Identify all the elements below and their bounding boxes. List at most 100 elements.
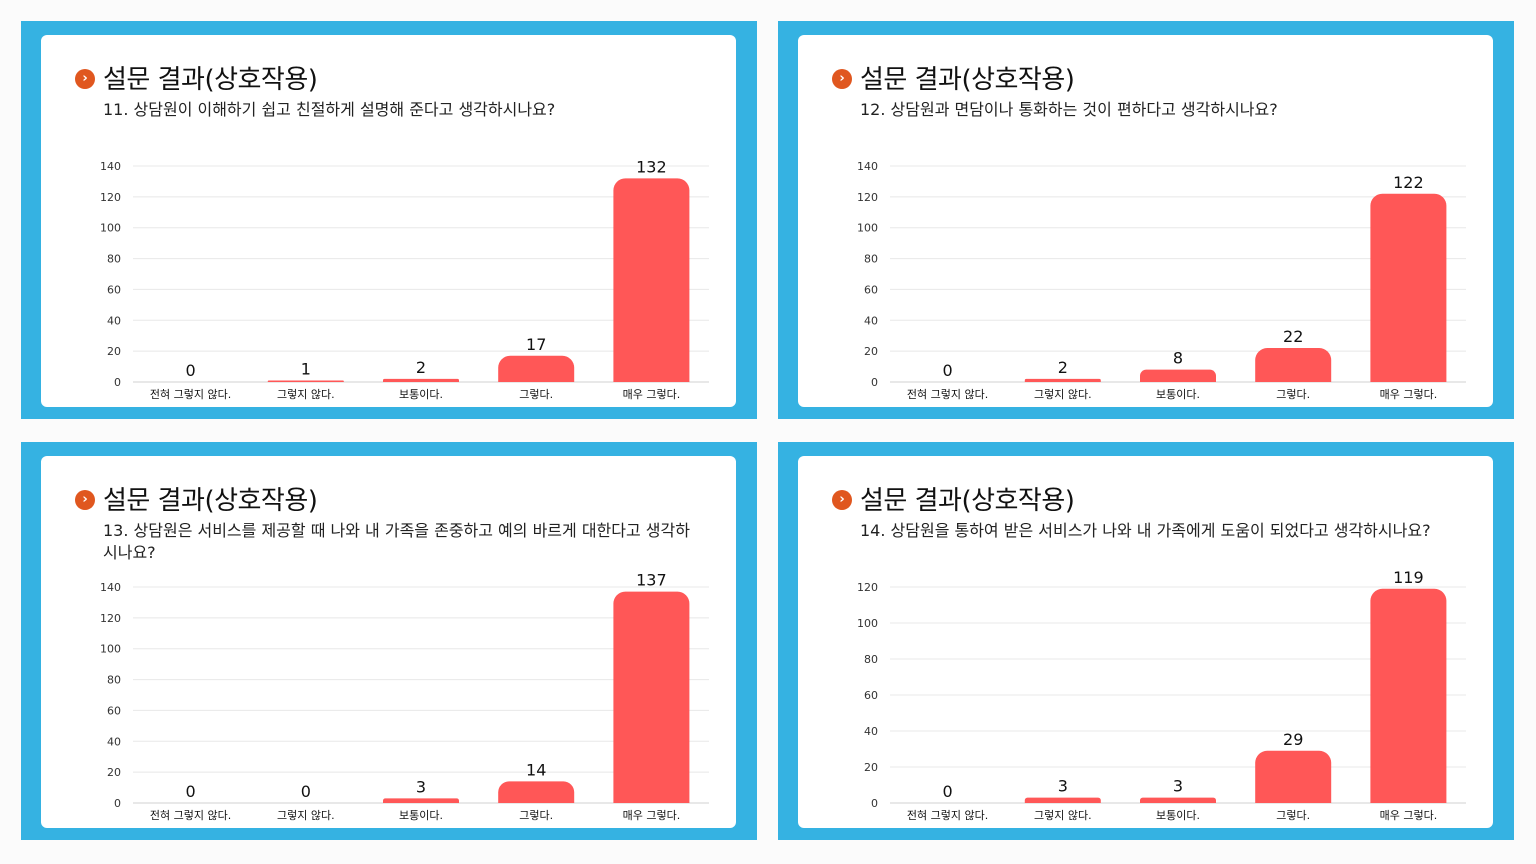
data-label: 17 bbox=[526, 335, 546, 354]
bar-chart: 0 20 40 60 80 100 120 0 전혀 그렇지 않다. 3 그렇지 않다. 3 보통이다.… bbox=[857, 568, 1466, 822]
y-tick-label: 80 bbox=[107, 674, 121, 687]
y-tick-label: 140 bbox=[100, 581, 121, 594]
x-tick-label: 그렇지 않다. bbox=[1034, 388, 1092, 401]
x-tick-label: 그렇다. bbox=[519, 388, 553, 401]
x-tick-label: 매우 그렇다. bbox=[623, 809, 681, 822]
bar bbox=[267, 380, 344, 382]
y-tick-label: 40 bbox=[107, 314, 121, 327]
x-tick-label: 전혀 그렇지 않다. bbox=[150, 809, 231, 822]
y-tick-label: 60 bbox=[864, 283, 878, 296]
data-label: 2 bbox=[416, 358, 426, 377]
y-tick-label: 140 bbox=[857, 160, 878, 173]
y-tick-label: 140 bbox=[100, 160, 121, 173]
survey-slide-11: › 설문 결과(상호작용) 11. 상담원이 이해하기 쉽고 친절하게 설명해 … bbox=[21, 21, 757, 419]
y-tick-label: 60 bbox=[107, 704, 121, 717]
bar bbox=[1255, 750, 1332, 803]
x-tick-label: 매우 그렇다. bbox=[623, 388, 681, 401]
bar bbox=[383, 798, 459, 803]
slide-card: › 설문 결과(상호작용) 14. 상담원을 통하여 받은 서비스가 나와 내 … bbox=[798, 456, 1493, 828]
y-tick-label: 80 bbox=[107, 253, 121, 266]
data-label: 119 bbox=[1393, 568, 1424, 587]
y-tick-label: 0 bbox=[871, 376, 878, 389]
x-tick-label: 그렇다. bbox=[1276, 809, 1310, 822]
survey-question: 14. 상담원을 통하여 받은 서비스가 나와 내 가족에게 도움이 되었다고 … bbox=[860, 521, 1431, 540]
data-label: 0 bbox=[943, 361, 953, 380]
data-label: 0 bbox=[186, 361, 196, 380]
x-tick-label: 보통이다. bbox=[399, 388, 443, 401]
bar-chart: 0 20 40 60 80 100 120 140 0 전혀 그렇지 않다. 2 그렇지 않다. 8 보통… bbox=[857, 160, 1466, 401]
bar bbox=[1024, 378, 1101, 382]
y-tick-label: 80 bbox=[864, 253, 878, 266]
y-tick-label: 20 bbox=[107, 345, 121, 358]
y-tick-label: 40 bbox=[107, 735, 121, 748]
y-tick-label: 40 bbox=[864, 725, 878, 738]
x-tick-label: 그렇지 않다. bbox=[277, 388, 335, 401]
y-tick-label: 100 bbox=[857, 222, 878, 235]
survey-question: 12. 상담원과 면담이나 통화하는 것이 편하다고 생각하시나요? bbox=[860, 100, 1278, 119]
x-tick-label: 그렇다. bbox=[519, 809, 553, 822]
y-tick-label: 100 bbox=[100, 643, 121, 656]
y-tick-label: 40 bbox=[864, 314, 878, 327]
y-tick-label: 100 bbox=[857, 617, 878, 630]
y-tick-label: 20 bbox=[864, 345, 878, 358]
survey-question: 13. 상담원은 서비스를 제공할 때 나와 내 가족을 존중하고 예의 바르게… bbox=[103, 521, 690, 562]
bar bbox=[1370, 193, 1447, 382]
bar bbox=[1140, 369, 1216, 382]
survey-question: 11. 상담원이 이해하기 쉽고 친절하게 설명해 준다고 생각하시나요? bbox=[103, 100, 556, 119]
y-tick-label: 80 bbox=[864, 653, 878, 666]
y-tick-label: 0 bbox=[114, 376, 121, 389]
chevron-right-icon: › bbox=[75, 69, 95, 89]
bar bbox=[1370, 588, 1447, 803]
y-tick-label: 0 bbox=[871, 797, 878, 810]
survey-slide-12: › 설문 결과(상호작용) 12. 상담원과 면담이나 통화하는 것이 편하다고… bbox=[778, 21, 1514, 419]
data-label: 122 bbox=[1393, 173, 1424, 192]
bar-chart: 0 20 40 60 80 100 120 140 0 전혀 그렇지 않다. 1 그렇지 않다. 2 보통… bbox=[100, 157, 709, 401]
data-label: 3 bbox=[1173, 777, 1183, 796]
survey-slide-14: › 설문 결과(상호작용) 14. 상담원을 통하여 받은 서비스가 나와 내 … bbox=[778, 442, 1514, 840]
y-tick-label: 120 bbox=[100, 612, 121, 625]
y-tick-label: 20 bbox=[107, 766, 121, 779]
x-tick-label: 매우 그렇다. bbox=[1380, 388, 1438, 401]
y-tick-label: 60 bbox=[864, 689, 878, 702]
bar bbox=[498, 781, 575, 803]
data-label: 0 bbox=[943, 782, 953, 801]
x-tick-label: 매우 그렇다. bbox=[1380, 809, 1438, 822]
x-tick-label: 보통이다. bbox=[1156, 809, 1200, 822]
data-label: 8 bbox=[1173, 349, 1183, 368]
slide-title: 설문 결과(상호작용) bbox=[860, 486, 1075, 516]
bar bbox=[1140, 797, 1216, 803]
chevron-right-icon: › bbox=[75, 490, 95, 510]
bar bbox=[613, 178, 690, 382]
chevron-right-icon: › bbox=[832, 69, 852, 89]
y-tick-label: 20 bbox=[864, 761, 878, 774]
y-tick-label: 120 bbox=[857, 581, 878, 594]
bar-chart: 0 20 40 60 80 100 120 140 0 전혀 그렇지 않다. 0 그렇지 않다. 3 보통… bbox=[100, 571, 709, 822]
data-label: 22 bbox=[1283, 327, 1303, 346]
survey-slide-13: › 설문 결과(상호작용) 13. 상담원은 서비스를 제공할 때 나와 내 가… bbox=[21, 442, 757, 840]
data-label: 29 bbox=[1283, 730, 1303, 749]
slide-card: › 설문 결과(상호작용) 13. 상담원은 서비스를 제공할 때 나와 내 가… bbox=[41, 456, 736, 828]
slide-card: › 설문 결과(상호작용) 12. 상담원과 면담이나 통화하는 것이 편하다고… bbox=[798, 35, 1493, 407]
y-tick-label: 60 bbox=[107, 283, 121, 296]
x-tick-label: 그렇다. bbox=[1276, 388, 1310, 401]
slide-title: 설문 결과(상호작용) bbox=[860, 65, 1075, 95]
x-tick-label: 보통이다. bbox=[1156, 388, 1200, 401]
data-label: 14 bbox=[526, 760, 546, 779]
slide-title: 설문 결과(상호작용) bbox=[103, 65, 318, 95]
data-label: 3 bbox=[416, 777, 426, 796]
bar bbox=[498, 355, 575, 382]
slide-card: › 설문 결과(상호작용) 11. 상담원이 이해하기 쉽고 친절하게 설명해 … bbox=[41, 35, 736, 407]
chevron-right-icon: › bbox=[832, 490, 852, 510]
x-tick-label: 그렇지 않다. bbox=[1034, 809, 1092, 822]
data-label: 132 bbox=[636, 157, 667, 176]
x-tick-label: 전혀 그렇지 않다. bbox=[907, 809, 988, 822]
y-tick-label: 120 bbox=[100, 191, 121, 204]
y-tick-label: 120 bbox=[857, 191, 878, 204]
data-label: 137 bbox=[636, 571, 667, 590]
bar bbox=[1255, 348, 1332, 382]
y-tick-label: 100 bbox=[100, 222, 121, 235]
data-label: 0 bbox=[301, 782, 311, 801]
slide-title: 설문 결과(상호작용) bbox=[103, 486, 318, 516]
data-label: 0 bbox=[186, 782, 196, 801]
data-label: 1 bbox=[301, 359, 311, 378]
